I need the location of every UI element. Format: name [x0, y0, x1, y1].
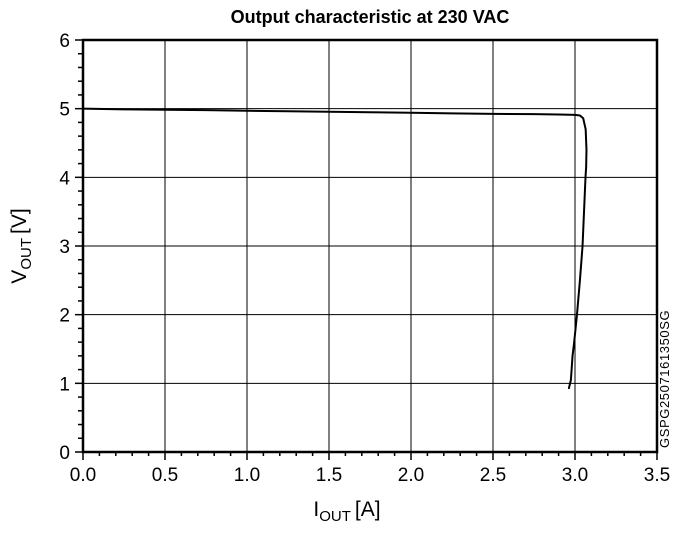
x-tick-label: 2.0: [398, 465, 424, 486]
y-tick-label: 6: [59, 31, 70, 52]
data-series: [82, 107, 588, 390]
y-tick-label: 1: [59, 374, 70, 395]
y-tick-label: 4: [59, 168, 70, 189]
y-axis-tick-labels: 0 1 2 3 4 5 6: [59, 31, 70, 464]
plot-frame: [81, 38, 659, 454]
x-axis-tick-labels: 0.0 0.5 1.0 1.5 2.0 2.5 3.0 3.5: [70, 465, 670, 486]
chart-title: Output characteristic at 230 VAC: [231, 7, 510, 27]
x-tick-label: 0.5: [152, 465, 178, 486]
watermark-code: GSPG2507161350SG: [657, 310, 672, 448]
x-tick-label: 1.0: [234, 465, 260, 486]
y-tick-label: 5: [59, 100, 70, 121]
x-tick-label: 1.5: [316, 465, 342, 486]
y-axis-title: VOUT [V]: [8, 208, 35, 283]
y-axis-unit: [V]: [8, 208, 31, 234]
y-tick-label: 0: [59, 443, 70, 464]
y-axis-symbol: V: [8, 270, 31, 284]
svg-text:VOUT[V]: VOUT [V]: [8, 208, 35, 283]
axis-ticks: [75, 39, 658, 460]
x-axis-title: IOUT [A]: [313, 498, 380, 525]
x-axis-symbol: I: [313, 498, 319, 521]
x-axis-unit: [A]: [355, 498, 381, 521]
y-tick-label: 3: [59, 237, 70, 258]
x-tick-label: 3.0: [562, 465, 588, 486]
y-tick-label: 2: [59, 306, 70, 327]
x-tick-label: 0.0: [70, 465, 96, 486]
y-axis-subscript: OUT: [18, 238, 35, 270]
vout-curve: [82, 107, 588, 390]
x-tick-label: 2.5: [480, 465, 506, 486]
x-axis-subscript: OUT: [319, 508, 351, 525]
x-tick-label: 3.5: [644, 465, 670, 486]
gridlines: [83, 40, 657, 452]
